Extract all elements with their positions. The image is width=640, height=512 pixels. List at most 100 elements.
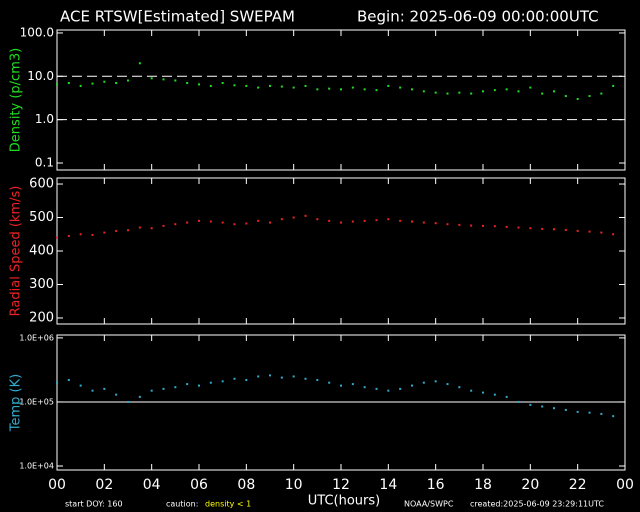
y-tick-label: 1.0 [35, 112, 54, 126]
x-tick-label: 12 [332, 477, 350, 493]
data-point [150, 389, 153, 392]
data-point [257, 86, 260, 89]
data-point [67, 82, 70, 85]
data-point [340, 221, 342, 224]
data-point [174, 223, 177, 226]
data-point [56, 83, 58, 86]
data-point [564, 228, 567, 231]
data-point [612, 415, 615, 418]
data-point [304, 84, 307, 87]
data-point [186, 82, 189, 85]
data-point [115, 393, 118, 396]
data-point [91, 82, 94, 85]
data-point [505, 395, 508, 398]
data-point [387, 389, 390, 392]
data-point [174, 79, 177, 82]
data-point [493, 393, 496, 396]
data-point [411, 88, 413, 91]
caution: caution: [166, 500, 198, 509]
data-point [375, 219, 378, 222]
y-tick-label: 200 [29, 310, 54, 325]
data-point [387, 84, 390, 87]
data-point [209, 381, 212, 384]
x-tick-label: 00 [616, 477, 634, 493]
begin-time: Begin: 2025-06-09 00:00:00UTC [357, 8, 599, 26]
x-tick-label: 10 [285, 477, 303, 493]
data-point [127, 79, 129, 82]
y-tick-label: 600 [29, 177, 54, 192]
data-point [411, 384, 413, 387]
data-point [221, 221, 224, 224]
x-tick-label: 20 [521, 477, 539, 493]
data-point [233, 84, 236, 87]
data-point [422, 90, 425, 93]
data-point [493, 89, 496, 92]
y-axis-label: Density (p/cm3) [9, 48, 24, 152]
data-point [529, 86, 532, 89]
data-point [91, 233, 94, 236]
data-point [79, 233, 82, 236]
data-point [221, 82, 224, 85]
data-point [482, 90, 484, 93]
data-point [564, 95, 567, 98]
x-tick-label: 22 [569, 477, 587, 493]
data-point [517, 226, 520, 229]
data-point [198, 219, 200, 222]
data-point [138, 395, 141, 398]
data-point [115, 82, 118, 85]
y-tick-label: 10.0 [27, 69, 54, 83]
data-point [103, 387, 106, 390]
data-point [387, 218, 390, 221]
y-tick-label: 1.0E+04 [19, 461, 54, 470]
data-point [482, 391, 484, 394]
data-point [612, 84, 615, 87]
data-point [233, 223, 236, 226]
x-tick-label: 18 [474, 477, 492, 493]
data-point [198, 83, 200, 86]
data-point [292, 86, 295, 89]
data-point [292, 375, 295, 378]
data-point [316, 88, 319, 91]
data-point [186, 383, 189, 386]
data-point [482, 224, 484, 227]
data-point [79, 84, 82, 87]
data-point [269, 84, 271, 87]
data-point [553, 407, 555, 410]
data-point [434, 380, 437, 383]
data-point [422, 381, 425, 384]
data-point [257, 375, 260, 378]
data-point [576, 410, 579, 413]
x-tick-label: 06 [190, 477, 208, 493]
data-point [363, 386, 366, 389]
data-point [351, 220, 354, 223]
data-point [316, 379, 319, 382]
data-point [541, 92, 544, 95]
data-point [517, 90, 520, 93]
x-tick-label: 04 [143, 477, 161, 493]
data-point [245, 84, 248, 87]
data-point [600, 231, 603, 234]
data-point [209, 220, 212, 223]
y-tick-label: 500 [29, 210, 54, 225]
data-point [103, 80, 106, 83]
data-point [233, 377, 236, 380]
start-doy: start DOY: 160 [65, 500, 123, 509]
data-point [612, 233, 615, 236]
source: NOAA/SWPC [404, 500, 454, 509]
data-point [588, 230, 591, 233]
y-tick-label: 0.1 [35, 156, 54, 170]
y-tick-label: 100.0 [20, 25, 54, 39]
data-point [127, 400, 129, 403]
data-point [245, 222, 248, 225]
data-point [446, 223, 449, 226]
data-point [280, 376, 283, 379]
x-tick-label: 14 [379, 477, 397, 493]
data-point [269, 221, 271, 224]
x-tick-label: 02 [95, 477, 113, 493]
data-point [363, 219, 366, 222]
data-point [162, 78, 165, 81]
data-point [292, 216, 295, 219]
data-point [328, 87, 331, 90]
